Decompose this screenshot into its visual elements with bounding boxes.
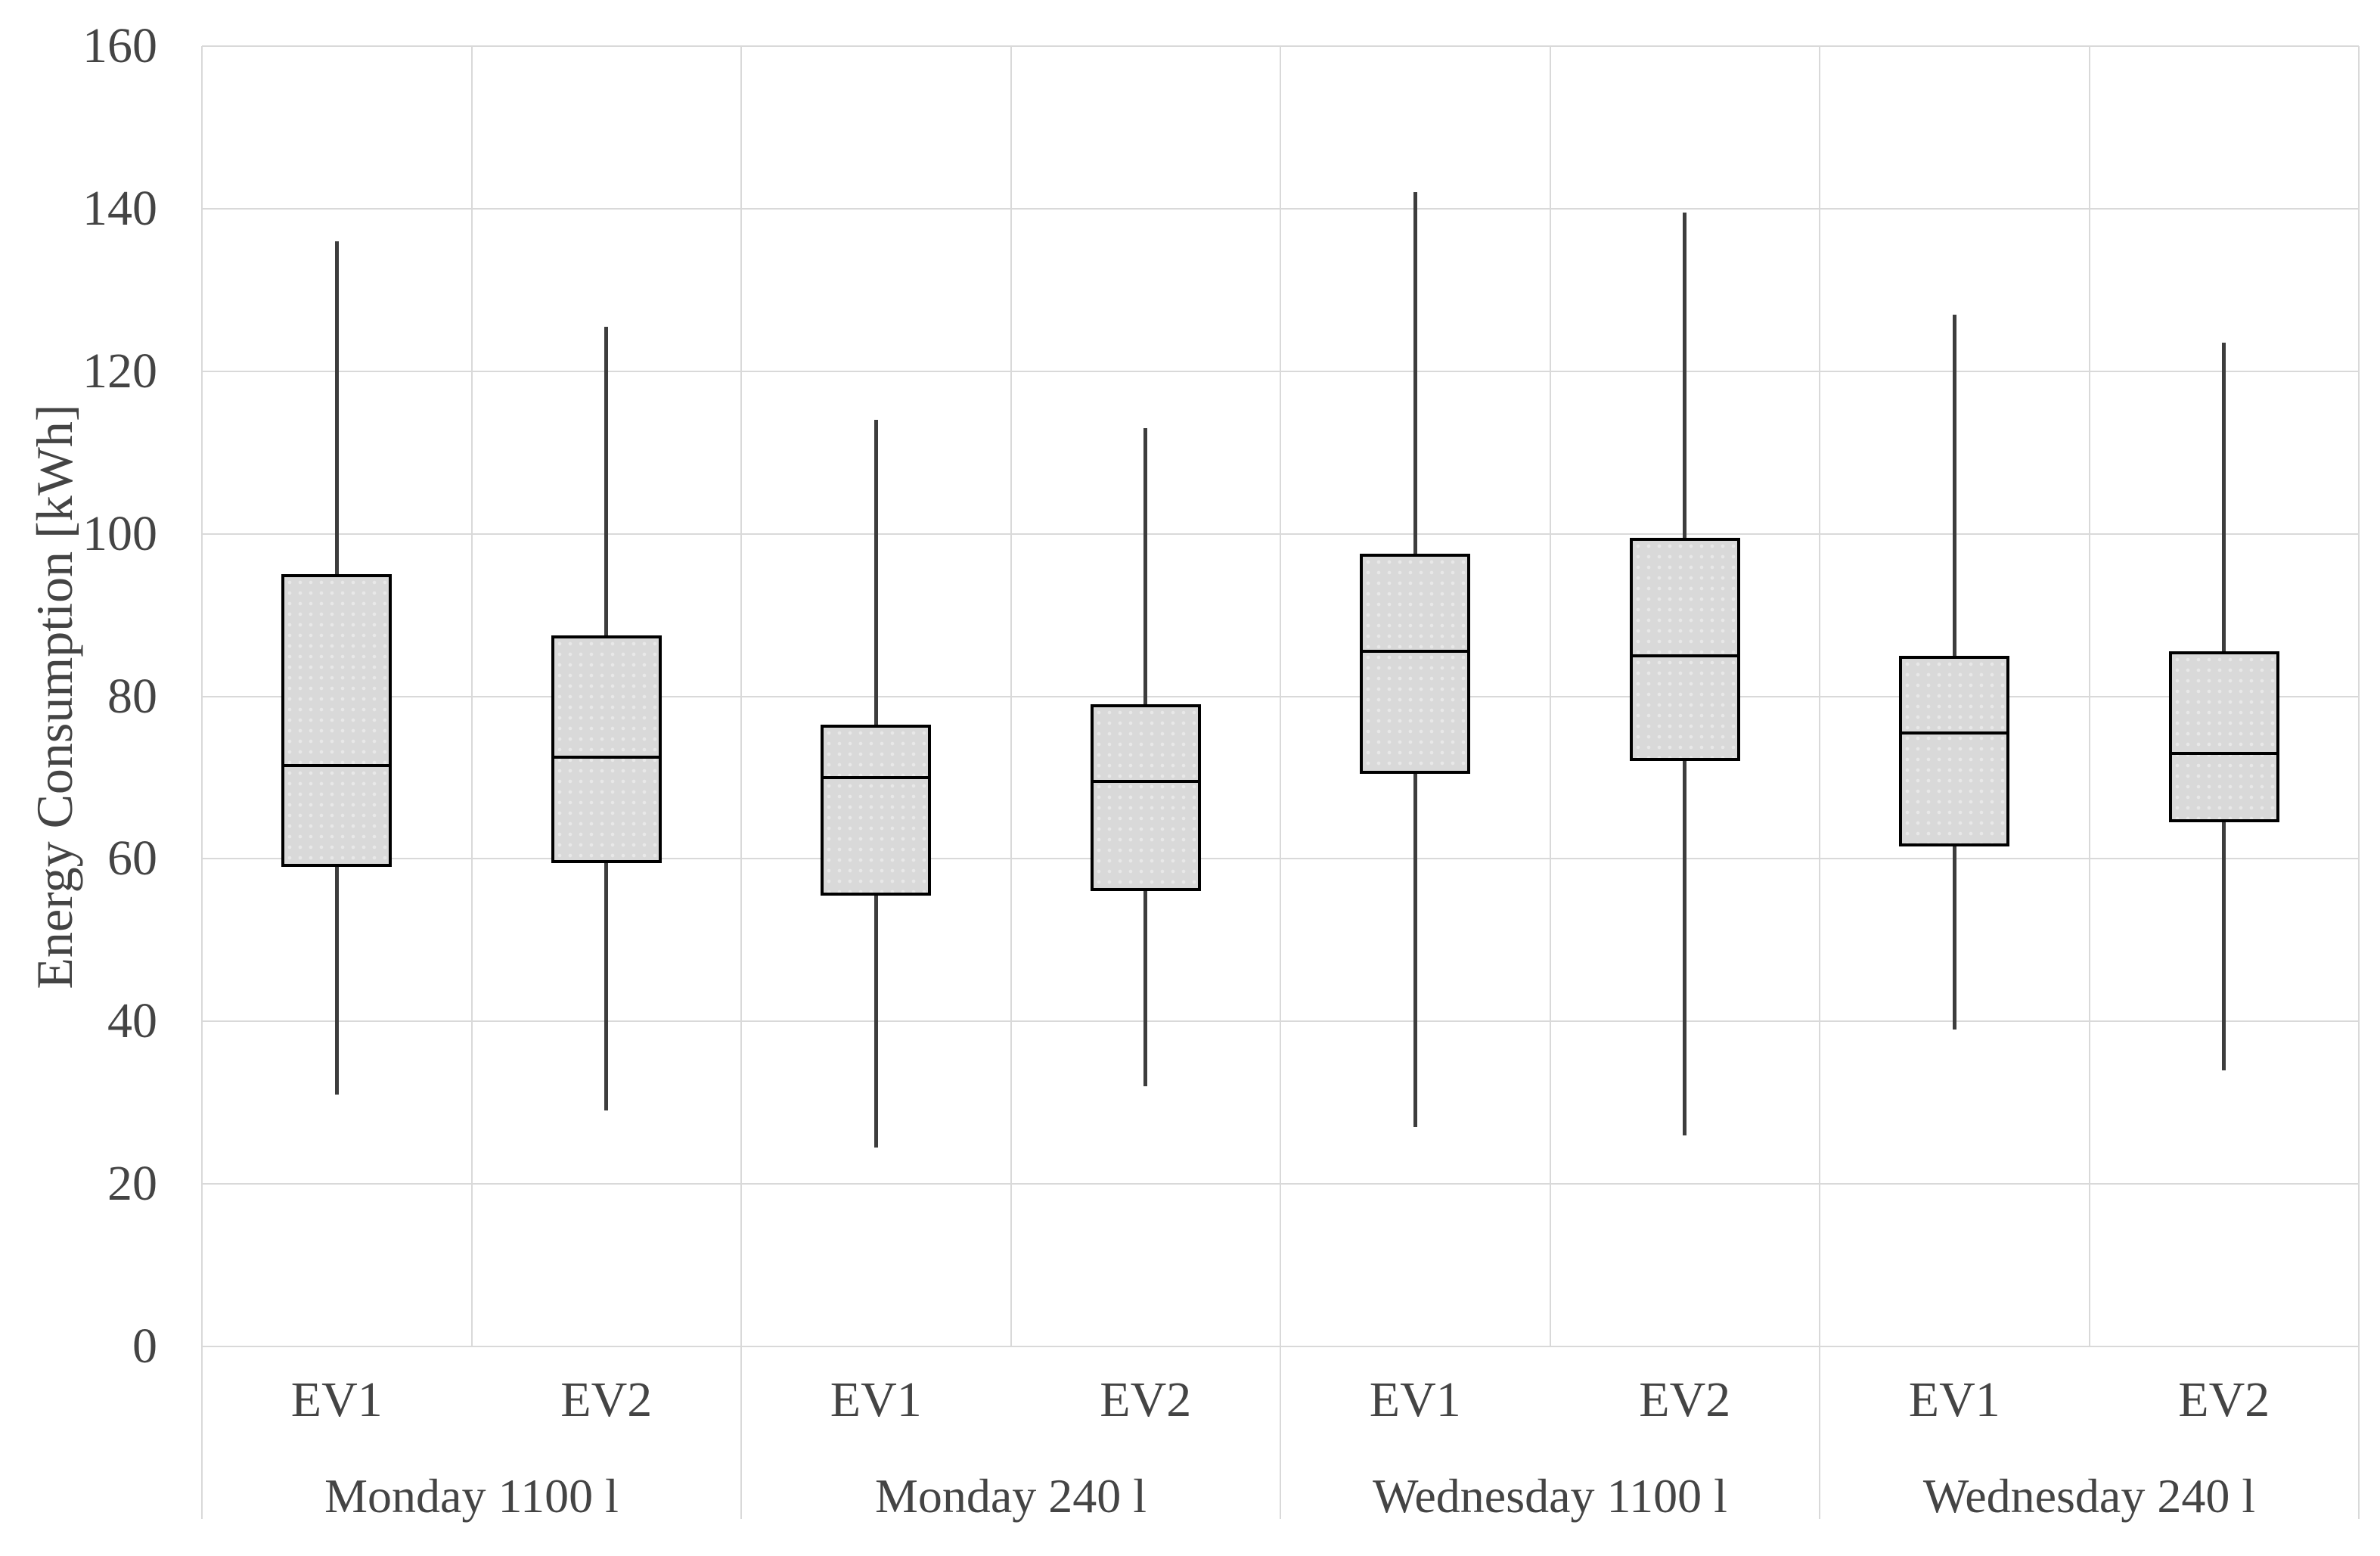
box-plot-median-line: [551, 756, 662, 759]
y-tick-label: 40: [107, 993, 157, 1049]
x-axis-group-separator: [740, 1346, 742, 1519]
y-tick-label: 100: [82, 505, 157, 561]
box-plot-median-line: [281, 763, 393, 767]
box-plot-median-line: [1090, 780, 1201, 784]
x-category-label: EV2: [1639, 1372, 1731, 1427]
box-plot-median-line: [1360, 650, 1471, 654]
y-tick-label: 140: [82, 180, 157, 236]
x-axis-group-separator: [2358, 1346, 2360, 1519]
box-plot-median-line: [1899, 731, 2010, 735]
x-category-label: EV2: [560, 1372, 653, 1427]
gridline-vertical: [470, 46, 473, 1346]
x-category-label: EV1: [830, 1372, 922, 1427]
x-axis-group-separator: [1280, 1346, 1281, 1519]
box-plot-box: [551, 635, 662, 863]
y-tick-label: 60: [107, 831, 157, 887]
x-axis-group-separator: [201, 1346, 203, 1519]
gridline-vertical: [1280, 46, 1281, 1346]
gridline-vertical: [201, 46, 203, 1346]
gridline-vertical: [2358, 46, 2360, 1346]
x-category-label: EV2: [1100, 1372, 1192, 1427]
y-tick-label: 160: [82, 18, 157, 73]
box-plot-box: [1629, 537, 1740, 762]
plot-area: [201, 45, 2360, 1347]
box-plot-box: [281, 574, 393, 868]
box-plot-box: [1090, 704, 1201, 892]
box-plot-box: [2168, 651, 2279, 823]
gridline-vertical: [1010, 46, 1012, 1346]
y-tick-label: 20: [107, 1156, 157, 1212]
box-plot-median-line: [821, 775, 932, 779]
y-tick-label: 0: [132, 1318, 157, 1374]
x-group-label: Monday 1100 l: [324, 1469, 619, 1523]
x-group-label: Monday 240 l: [874, 1469, 1147, 1523]
x-group-label: Wednesday 240 l: [1922, 1469, 2256, 1523]
box-plot-box: [1360, 554, 1471, 774]
gridline-vertical: [1819, 46, 1820, 1346]
x-category-label: EV1: [1369, 1372, 1461, 1427]
x-group-label: Wednesday 1100 l: [1373, 1469, 1727, 1523]
box-plot-median-line: [1629, 654, 1740, 657]
y-tick-label: 120: [82, 343, 157, 399]
y-tick-label: 80: [107, 668, 157, 724]
gridline-vertical: [2088, 46, 2090, 1346]
gridline-vertical: [1549, 46, 1551, 1346]
box-plot-box: [1899, 655, 2010, 847]
box-plot-median-line: [2168, 751, 2279, 755]
box-plot-box: [821, 725, 932, 896]
x-category-label: EV2: [2178, 1372, 2270, 1427]
x-category-label: EV1: [290, 1372, 383, 1427]
gridline-vertical: [740, 46, 742, 1346]
x-category-label: EV1: [1908, 1372, 2000, 1427]
x-axis-group-separator: [1819, 1346, 1820, 1519]
